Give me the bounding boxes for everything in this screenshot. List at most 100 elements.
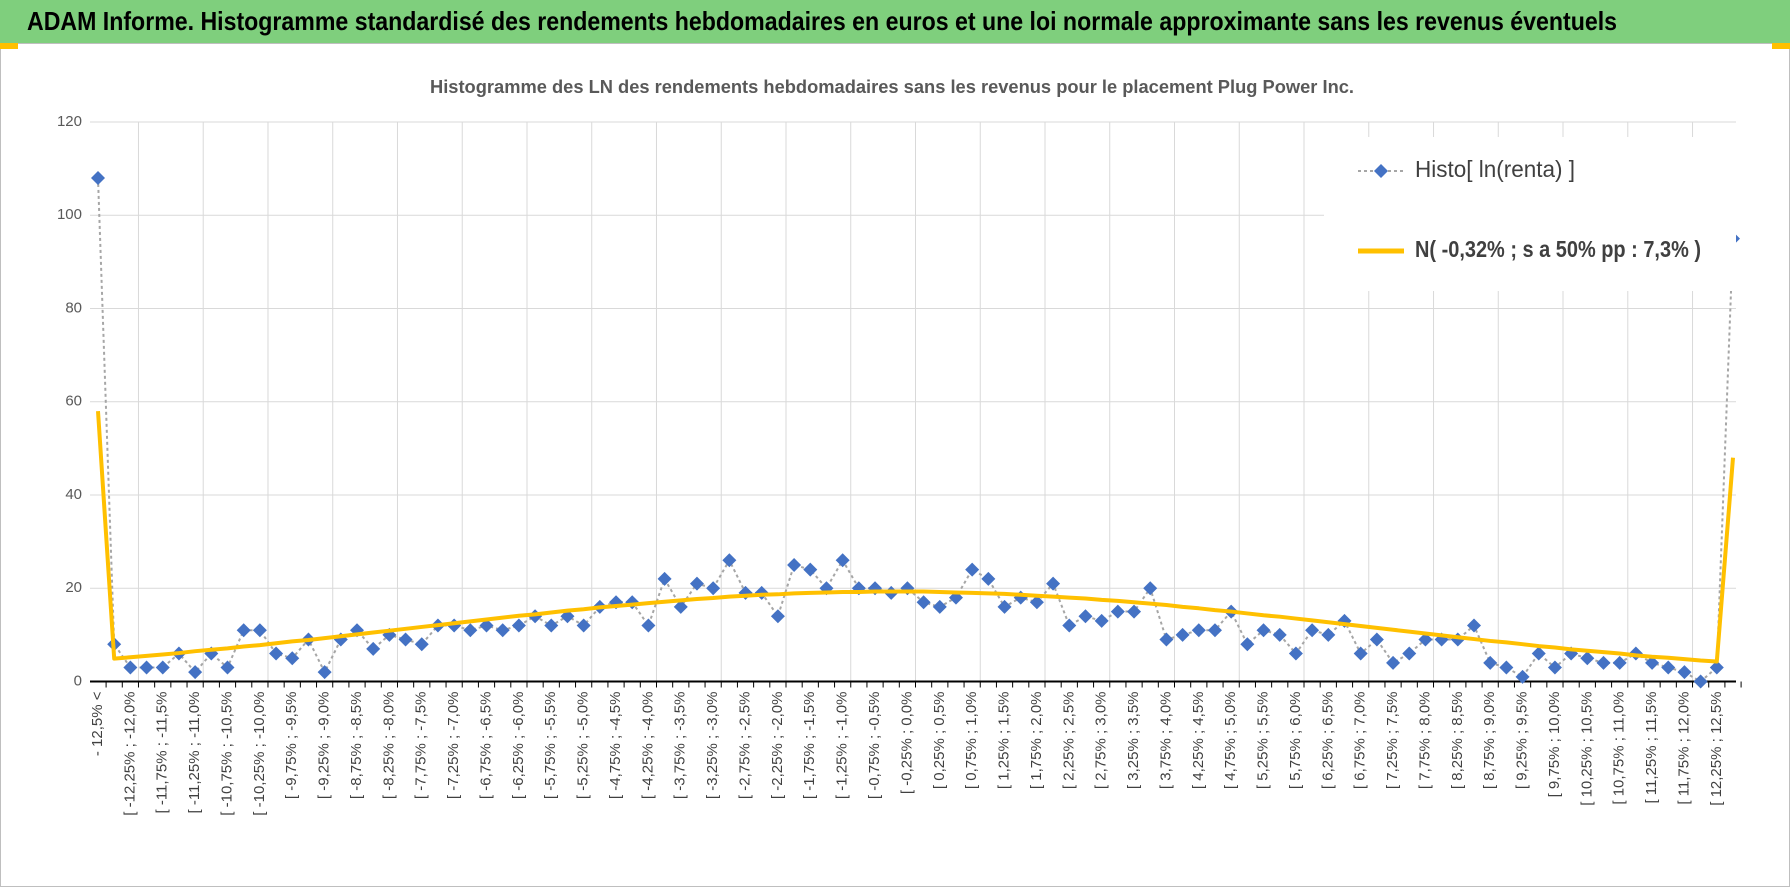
x-tick-label: [ -7,25% ; -7,0% xyxy=(445,692,462,800)
point xyxy=(1175,627,1190,642)
x-tick-label: [ 1,75% ; 2,0% xyxy=(1028,692,1045,790)
x-tick-label: [ 1,25% ; 1,5% xyxy=(996,692,1013,790)
series-line xyxy=(96,410,1735,664)
x-tick-label: [ 10,25% ; 10,5% xyxy=(1578,692,1595,806)
point xyxy=(1029,595,1044,610)
point xyxy=(1402,646,1417,661)
x-tick-label: [ -5,75% ; -5,5% xyxy=(542,692,559,800)
point xyxy=(1062,618,1077,633)
point xyxy=(479,618,494,633)
point xyxy=(916,595,931,610)
header-band xyxy=(0,0,1790,43)
y-tick-label: 60 xyxy=(65,393,82,410)
y-tick-label: 40 xyxy=(65,486,82,503)
x-tick-label: [ -4,75% ; -4,5% xyxy=(607,692,624,800)
point xyxy=(689,576,704,591)
point xyxy=(770,609,785,624)
point xyxy=(1483,655,1498,670)
point xyxy=(511,618,526,633)
x-tick-label: [ -2,25% ; -2,0% xyxy=(769,692,786,800)
x-tick-label: [ 3,75% ; 4,0% xyxy=(1157,692,1174,790)
legend-label: Histo[ ln(renta) ] xyxy=(1415,156,1575,182)
x-tick-label: [ -6,75% ; -6,5% xyxy=(477,692,494,800)
point xyxy=(544,618,559,633)
x-tick-label: [ 2,25% ; 2,5% xyxy=(1060,692,1077,790)
point xyxy=(1596,655,1611,670)
x-tick-label: [ -0,25% ; 0,0% xyxy=(898,692,915,795)
x-tick-label: [ -1,75% ; -1,5% xyxy=(801,692,818,800)
x-tick-label: - 12,5% < xyxy=(89,691,106,756)
point xyxy=(269,646,284,661)
point xyxy=(835,553,850,568)
x-tick-label: [ -4,25% ; -4,0% xyxy=(639,692,656,800)
x-tick-label: [ 3,25% ; 3,5% xyxy=(1125,692,1142,790)
point xyxy=(236,623,251,638)
x-tick-label: [ -11,75% ; -11,5% xyxy=(154,692,171,814)
point xyxy=(188,665,203,680)
point xyxy=(495,623,510,638)
legend-label: N( -0,32% ; s a 50% pp : 7,3% ) xyxy=(1415,236,1701,262)
point xyxy=(1288,646,1303,661)
point xyxy=(981,571,996,586)
point xyxy=(398,632,413,647)
point xyxy=(673,599,688,614)
point xyxy=(1531,646,1546,661)
point xyxy=(965,562,980,577)
point xyxy=(576,618,591,633)
x-tick-label: [ -5,25% ; -5,0% xyxy=(575,692,592,800)
point xyxy=(1499,660,1514,675)
point xyxy=(1191,623,1206,638)
point xyxy=(463,623,478,638)
point xyxy=(1110,604,1125,619)
point xyxy=(366,641,381,656)
point xyxy=(1580,651,1595,666)
x-tick-label: [ 9,25% ; 9,5% xyxy=(1514,692,1531,790)
y-tick-label: 20 xyxy=(65,579,82,596)
point xyxy=(155,660,170,675)
point xyxy=(641,618,656,633)
x-tick-label: [ -2,75% ; -2,5% xyxy=(736,692,753,800)
point xyxy=(1386,655,1401,670)
point xyxy=(220,660,235,675)
point xyxy=(252,623,267,638)
x-tick-label: [ 11,75% ; 12,0% xyxy=(1675,692,1692,805)
x-tick-label: [ 12,25% ; 12,5% xyxy=(1708,692,1725,806)
y-tick-label: 100 xyxy=(57,206,82,223)
point xyxy=(285,651,300,666)
x-tick-label: [ 0,25% ; 0,5% xyxy=(931,692,948,790)
point xyxy=(1612,655,1627,670)
point xyxy=(139,660,154,675)
point xyxy=(1369,632,1384,647)
x-tick-label: [ 4,25% ; 4,5% xyxy=(1190,692,1207,790)
point xyxy=(1353,646,1368,661)
point xyxy=(1321,627,1336,642)
x-tick-label: [ -10,25% ; -10,0% xyxy=(251,692,268,816)
x-tick-label: [ -7,75% ; -7,5% xyxy=(413,692,430,800)
point xyxy=(1709,660,1724,675)
point xyxy=(803,562,818,577)
point xyxy=(1418,632,1433,647)
point xyxy=(1305,623,1320,638)
x-tick-label: [ -9,25% ; -9,0% xyxy=(316,692,333,800)
point xyxy=(1515,669,1530,684)
point xyxy=(1240,637,1255,652)
point xyxy=(787,557,802,572)
point xyxy=(91,170,105,185)
page-title: ADAM Informe. Histogramme standardisé de… xyxy=(27,6,1617,36)
legend-box xyxy=(1324,137,1736,291)
point xyxy=(1693,674,1708,689)
point xyxy=(932,599,947,614)
x-tick-label: [ -6,25% ; -6,0% xyxy=(510,692,527,800)
x-tick-label: [ 7,75% ; 8,0% xyxy=(1416,692,1433,790)
point xyxy=(1677,665,1692,680)
point xyxy=(1207,623,1222,638)
point xyxy=(1547,660,1562,675)
point xyxy=(1094,613,1109,628)
x-tick-label: [ 10,75% ; 11,0% xyxy=(1611,692,1628,805)
corner-mark xyxy=(1772,43,1790,49)
x-tick-label: [ -3,25% ; -3,0% xyxy=(704,692,721,800)
legend-marker xyxy=(1374,164,1388,178)
x-tick-label: [ -0,75% ; -0,5% xyxy=(866,692,883,800)
